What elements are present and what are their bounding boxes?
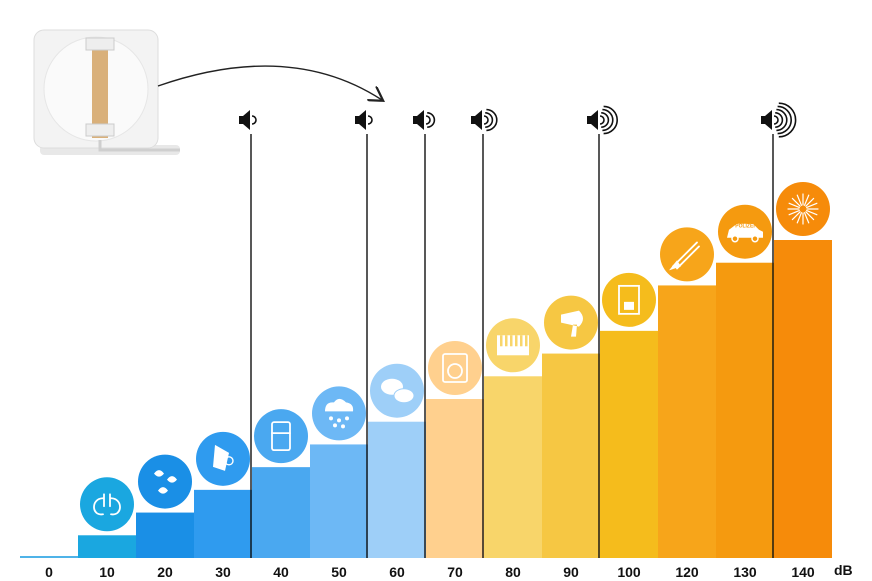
tick-label-130: 130	[733, 564, 757, 580]
refrigerator-icon	[254, 409, 308, 464]
tick-label-10: 10	[99, 564, 115, 580]
speaker-icon	[471, 108, 498, 132]
speaker-marker-2	[355, 110, 373, 558]
speech-bubbles-icon	[370, 363, 424, 418]
bars-group	[20, 240, 832, 558]
bar-120	[658, 285, 716, 558]
bar-70	[426, 399, 484, 558]
tick-label-70: 70	[447, 564, 463, 580]
falling-leaves-icon	[138, 454, 192, 509]
bar-0	[20, 556, 78, 558]
speaker-marker-3	[413, 110, 436, 558]
bar-80	[484, 376, 542, 558]
speaker-marker-1	[239, 110, 257, 558]
bar-100	[600, 330, 658, 558]
lungs-icon	[80, 477, 134, 532]
speaker-marker-4	[471, 108, 498, 558]
tick-label-50: 50	[331, 564, 347, 580]
whisper-face-icon	[196, 431, 250, 486]
speaker-icon	[587, 105, 618, 135]
bar-20	[136, 512, 194, 558]
x-axis-ticks: 0 10 20 30 40 50 60 70 80 90 100 120 130 140	[45, 564, 815, 580]
bar-50	[310, 444, 368, 558]
police-label: POLIZEI	[735, 224, 755, 230]
markers-group	[239, 102, 797, 558]
piano-keys-icon	[486, 318, 540, 373]
speaker-marker-5	[587, 105, 618, 558]
rain-cloud-icon	[312, 386, 366, 441]
trombone-icon	[660, 227, 714, 282]
bar-10	[78, 535, 136, 558]
tick-label-90: 90	[563, 564, 579, 580]
speaker-icon	[239, 110, 257, 130]
bar-40	[252, 467, 310, 558]
washing-machine-icon	[428, 341, 482, 395]
speaker-icon	[355, 110, 373, 130]
bar-30	[194, 489, 252, 558]
police-car-icon: POLIZEI	[718, 204, 772, 259]
tick-label-0: 0	[45, 564, 53, 580]
x-axis-label: dB	[834, 562, 853, 578]
tick-label-60: 60	[389, 564, 405, 580]
speaker-icon	[761, 102, 797, 138]
hair-dryer-icon	[544, 295, 598, 350]
speaker-icon	[413, 110, 436, 130]
coffee-machine-icon	[602, 272, 656, 327]
fireworks-icon	[776, 182, 830, 236]
bar-60	[368, 421, 426, 558]
robot-device-image	[33, 29, 180, 155]
tick-label-140: 140	[791, 564, 815, 580]
tick-label-100: 100	[617, 564, 641, 580]
pointer-arrow	[157, 65, 382, 100]
tick-label-20: 20	[157, 564, 173, 580]
icons-group: POLIZEI	[80, 182, 830, 532]
bar-130	[716, 262, 774, 558]
bar-140	[774, 240, 832, 558]
tick-label-30: 30	[215, 564, 231, 580]
bar-90	[542, 353, 600, 558]
tick-label-40: 40	[273, 564, 289, 580]
tick-label-120: 120	[675, 564, 699, 580]
speaker-marker-6	[761, 102, 797, 558]
tick-label-80: 80	[505, 564, 521, 580]
